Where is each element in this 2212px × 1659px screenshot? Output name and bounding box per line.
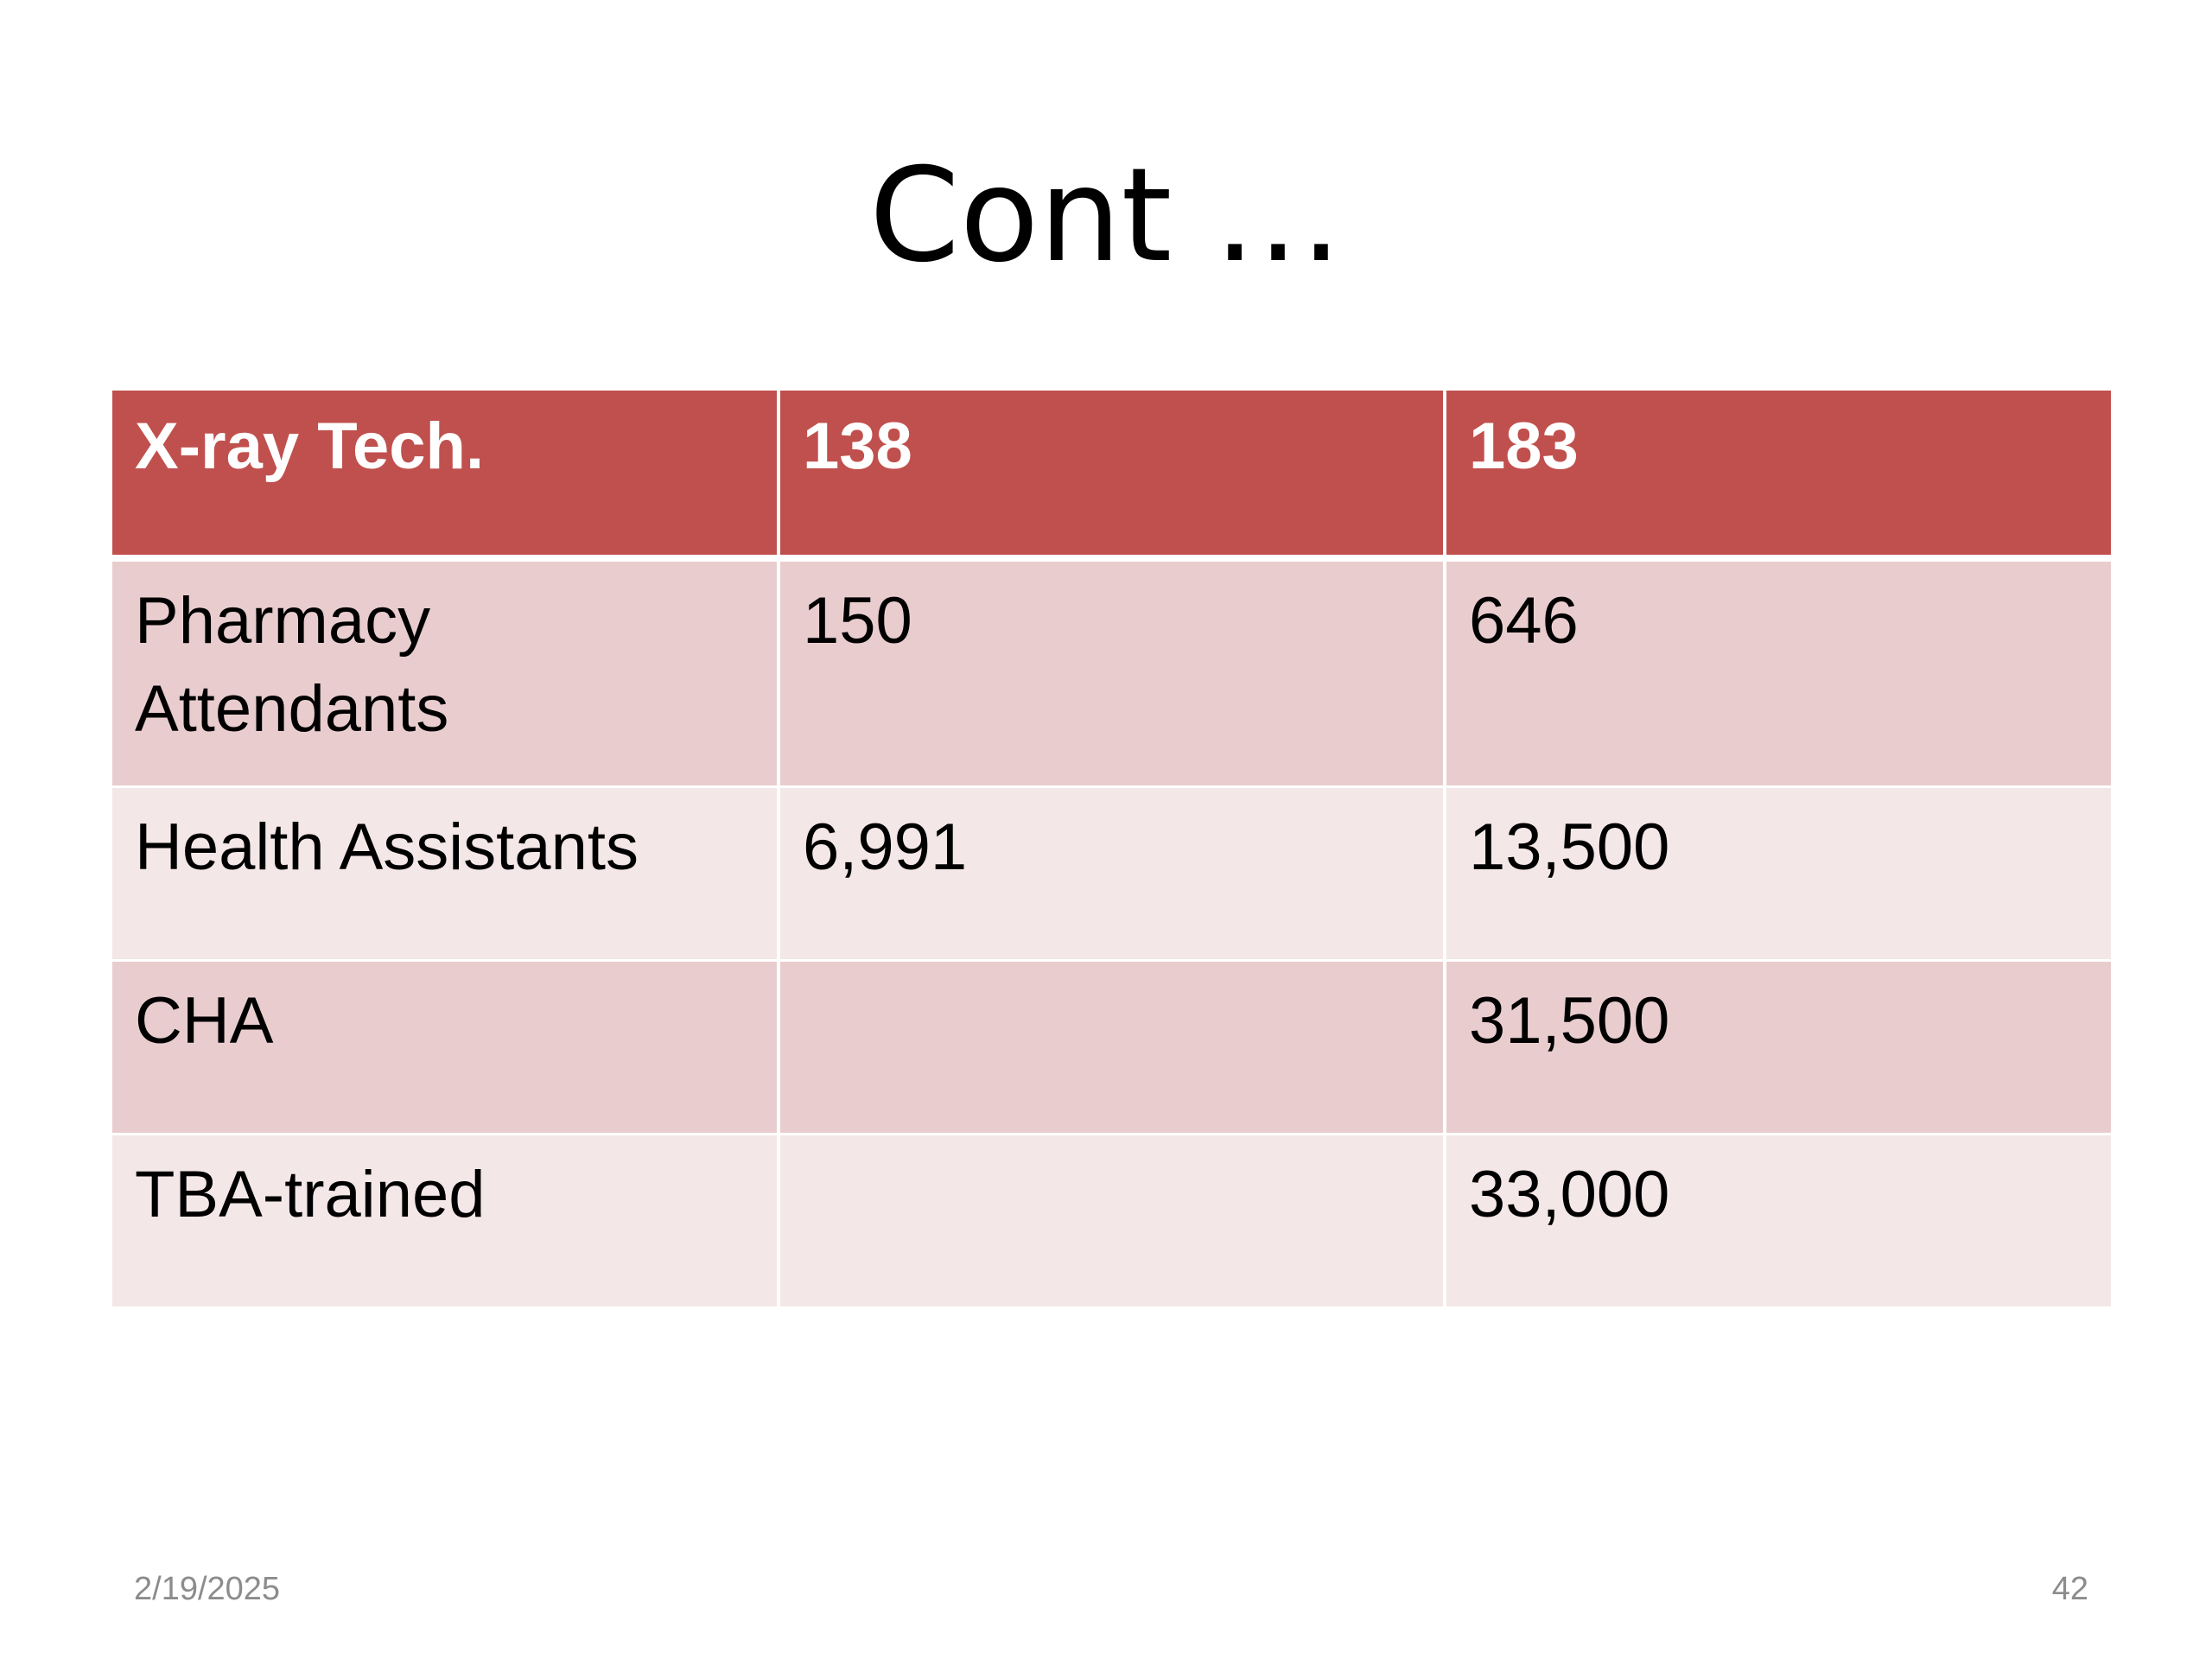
table-header-cell: X-ray Tech. — [112, 391, 780, 562]
table-cell: 150 — [777, 558, 1446, 788]
table-cell: 13,500 — [1443, 786, 2111, 962]
data-table: X-ray Tech. 138 183 Pharmacy Attendants … — [112, 391, 2111, 1309]
table-cell: CHA — [112, 960, 780, 1135]
table-cell: 31,500 — [1443, 960, 2111, 1135]
table-header-cell: 138 — [777, 391, 1446, 562]
table-cell: 646 — [1443, 558, 2111, 788]
table-row: CHA 31,500 — [112, 960, 2111, 1135]
table-row: Pharmacy Attendants 150 646 — [112, 558, 2111, 788]
slide-title: Cont … — [868, 141, 1344, 291]
table-row: Health Assistants 6,991 13,500 — [112, 786, 2111, 962]
table-cell: Health Assistants — [112, 786, 780, 962]
table-header-row: X-ray Tech. 138 183 — [112, 391, 2111, 562]
footer-page-number: 42 — [2051, 1571, 2088, 1607]
table-cell: 33,000 — [1443, 1134, 2111, 1309]
table-cell — [777, 1134, 1446, 1309]
table-cell — [777, 960, 1446, 1135]
data-table-container: X-ray Tech. 138 183 Pharmacy Attendants … — [112, 391, 2111, 1309]
table-header-cell: 183 — [1443, 391, 2111, 562]
table-cell: 6,991 — [777, 786, 1446, 962]
table-row: TBA-trained 33,000 — [112, 1134, 2111, 1309]
table-cell: Pharmacy Attendants — [112, 558, 780, 788]
footer-date: 2/19/2025 — [134, 1571, 281, 1607]
table-cell: TBA-trained — [112, 1134, 780, 1309]
